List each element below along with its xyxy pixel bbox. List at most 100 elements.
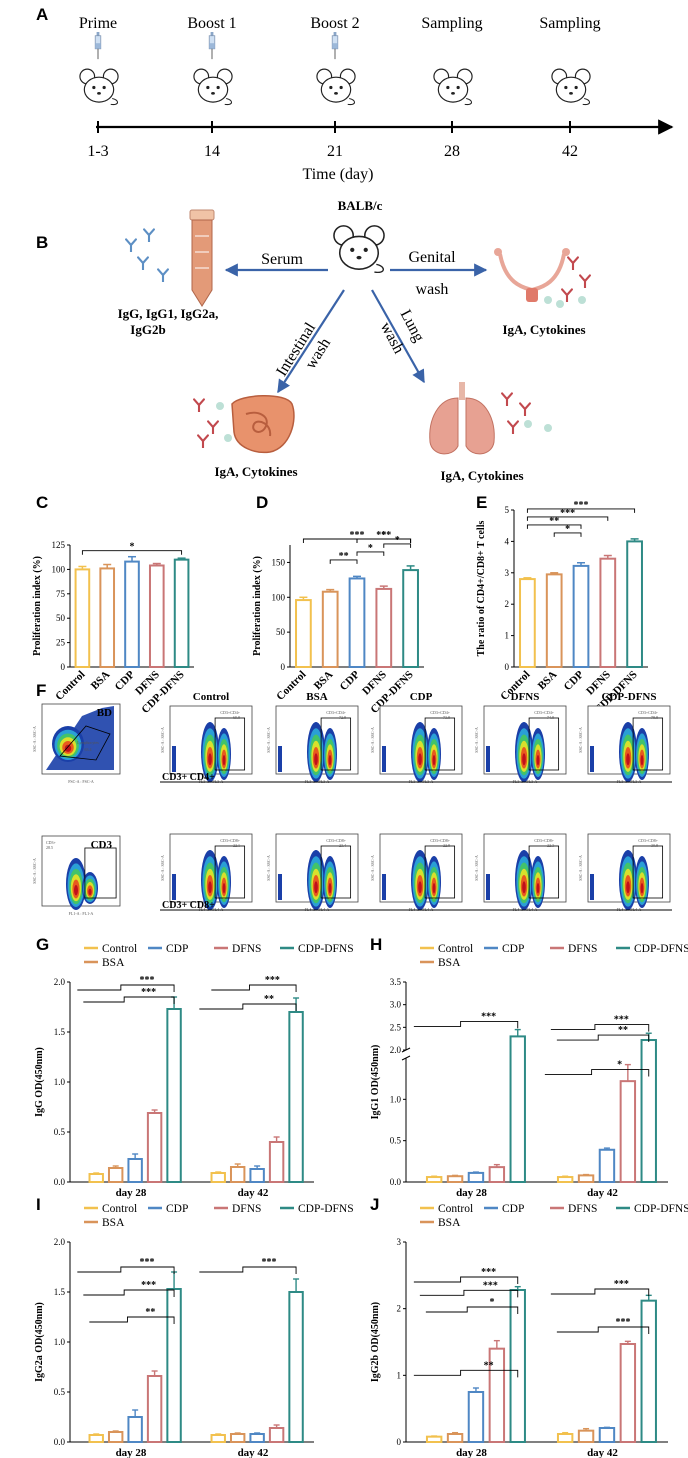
y-tick-label: 75 (56, 589, 66, 599)
bar-BSA (107, 1431, 124, 1443)
lymphocyte-gate (59, 725, 111, 761)
y-tick-label: 0 (505, 662, 510, 672)
bar-BSA (446, 1175, 464, 1184)
y-tick-label: 3.5 (390, 977, 402, 987)
axis-events (278, 746, 282, 772)
lung-icon (429, 382, 495, 455)
sig-bracket (544, 1069, 650, 1077)
y-axis-label: IgG2b OD(450nm) (370, 1302, 381, 1382)
bar-CDP-DFNS (173, 558, 190, 669)
bar-DFNS (619, 1080, 637, 1183)
axis-events (486, 874, 490, 900)
sig-bracket (425, 1306, 519, 1314)
gate-value: 30.8 (651, 843, 658, 848)
legend-label: DFNS (232, 1203, 261, 1215)
panel-c-label: C (36, 493, 48, 512)
y-axis-label: IgG OD(450nm) (34, 1047, 45, 1117)
cd3-gate (84, 847, 117, 899)
density-peak (640, 755, 644, 766)
panel-h: H 0.0 0.5 1.0 2.0 2.5 3.0 3.5 IgG1 OD(450nm) Con… (370, 935, 688, 1199)
bar-CDP (598, 1148, 616, 1184)
sig-bracket (81, 550, 183, 555)
sig-label: *** (141, 1280, 156, 1291)
y-tick-label: 0 (281, 662, 286, 672)
gate-value: 22.1 (233, 843, 240, 848)
lung-arrow (371, 289, 425, 384)
density-peak (522, 881, 526, 894)
gate-name: CD3+CD8+ (534, 838, 554, 843)
group-title: Control (193, 691, 229, 703)
sig-bracket (356, 551, 385, 556)
panel-j: J 0 1 2 3 IgG2b OD(450nm) Control CDP DFNS CDP-D… (370, 1195, 688, 1458)
y-tick-label: 125 (52, 540, 66, 550)
group-title: CDP (410, 691, 433, 703)
legend-label: CDP-DFNS (634, 1203, 688, 1215)
mouse-icon (316, 68, 356, 106)
group-title: DFNS (511, 691, 540, 703)
row1-label: CD3+ CD4+ (162, 772, 215, 783)
y-tick-label: 2 (505, 599, 510, 609)
y-axis-label: SSC-A : SSC-A (370, 727, 375, 753)
y-tick-label: 50 (56, 613, 66, 623)
antibody-cluster-genital (544, 256, 591, 308)
legend-label: Control (438, 1203, 473, 1215)
sig-label: ** (484, 1360, 494, 1371)
gate-name: CD3+ (46, 840, 57, 845)
y-axis-label: IgG1 OD(450nm) (370, 1045, 381, 1120)
event-label-4: Sampling (539, 15, 600, 32)
sig-bracket (550, 1024, 650, 1032)
bar-BSA (446, 1433, 464, 1443)
density-peak (88, 888, 92, 896)
sig-label: *** (376, 530, 391, 541)
legend-label: CDP-DFNS (298, 943, 354, 955)
density-peak (328, 883, 332, 894)
serum-tube-icon (189, 209, 215, 307)
bar-Control (88, 1173, 104, 1183)
y-axis-label: SSC-A : SSC-A (160, 855, 165, 881)
y-tick-label: 1.0 (54, 1077, 66, 1087)
y-axis-label: SSC-A : SSC-A (474, 727, 479, 753)
sig-bracket (550, 1288, 650, 1296)
y-tick-label: 1.0 (390, 1094, 402, 1104)
time-axis-title: Time (day) (303, 166, 374, 183)
density-peak (74, 885, 78, 896)
bar-Control (556, 1433, 574, 1443)
y-axis-label: The ratio of CD4+/CD8+ T cells (476, 521, 487, 657)
x-tick-label: day 28 (116, 1447, 147, 1458)
subset-gate (528, 845, 560, 899)
mouse-icon (333, 225, 385, 274)
x-tick-label: day 42 (238, 1187, 269, 1199)
x-tick-label: Control (53, 669, 87, 703)
sig-label: *** (483, 1280, 498, 1291)
y-tick-label: 0 (61, 662, 66, 672)
legend-label: BSA (438, 957, 461, 969)
y-tick-label: 1 (505, 631, 510, 641)
sig-bracket (556, 1326, 650, 1334)
bar-Control (210, 1434, 226, 1443)
x-tick-label: BSA (312, 669, 336, 693)
x-tick-label: day 42 (587, 1187, 618, 1199)
bar-DFNS (268, 1427, 285, 1443)
serum-targets-2: IgG2b (130, 322, 165, 337)
serum-label: Serum (261, 251, 303, 268)
cd3-label: CD3 (91, 839, 113, 851)
x-tick-label: day 28 (456, 1447, 487, 1458)
sig-label: * (565, 524, 570, 535)
bar-CDP (348, 577, 366, 668)
legend-label: BSA (102, 1217, 125, 1229)
gate-value: 73.8 (443, 715, 450, 720)
panel-j-label: J (370, 1195, 379, 1214)
mouse-icon (551, 68, 591, 106)
bar-DFNS (488, 1166, 506, 1183)
y-tick-label: 3.0 (390, 1000, 402, 1010)
sig-bracket (83, 996, 175, 1004)
subset-gate (320, 845, 352, 899)
x-tick-label: day 42 (587, 1447, 618, 1458)
y-tick-label: 3 (505, 568, 510, 578)
sig-bracket (83, 1289, 175, 1297)
bar-CDP-DFNS (166, 1008, 182, 1183)
panel-b: B BALB/c Serum Genital wash Intestinal w… (36, 198, 591, 483)
